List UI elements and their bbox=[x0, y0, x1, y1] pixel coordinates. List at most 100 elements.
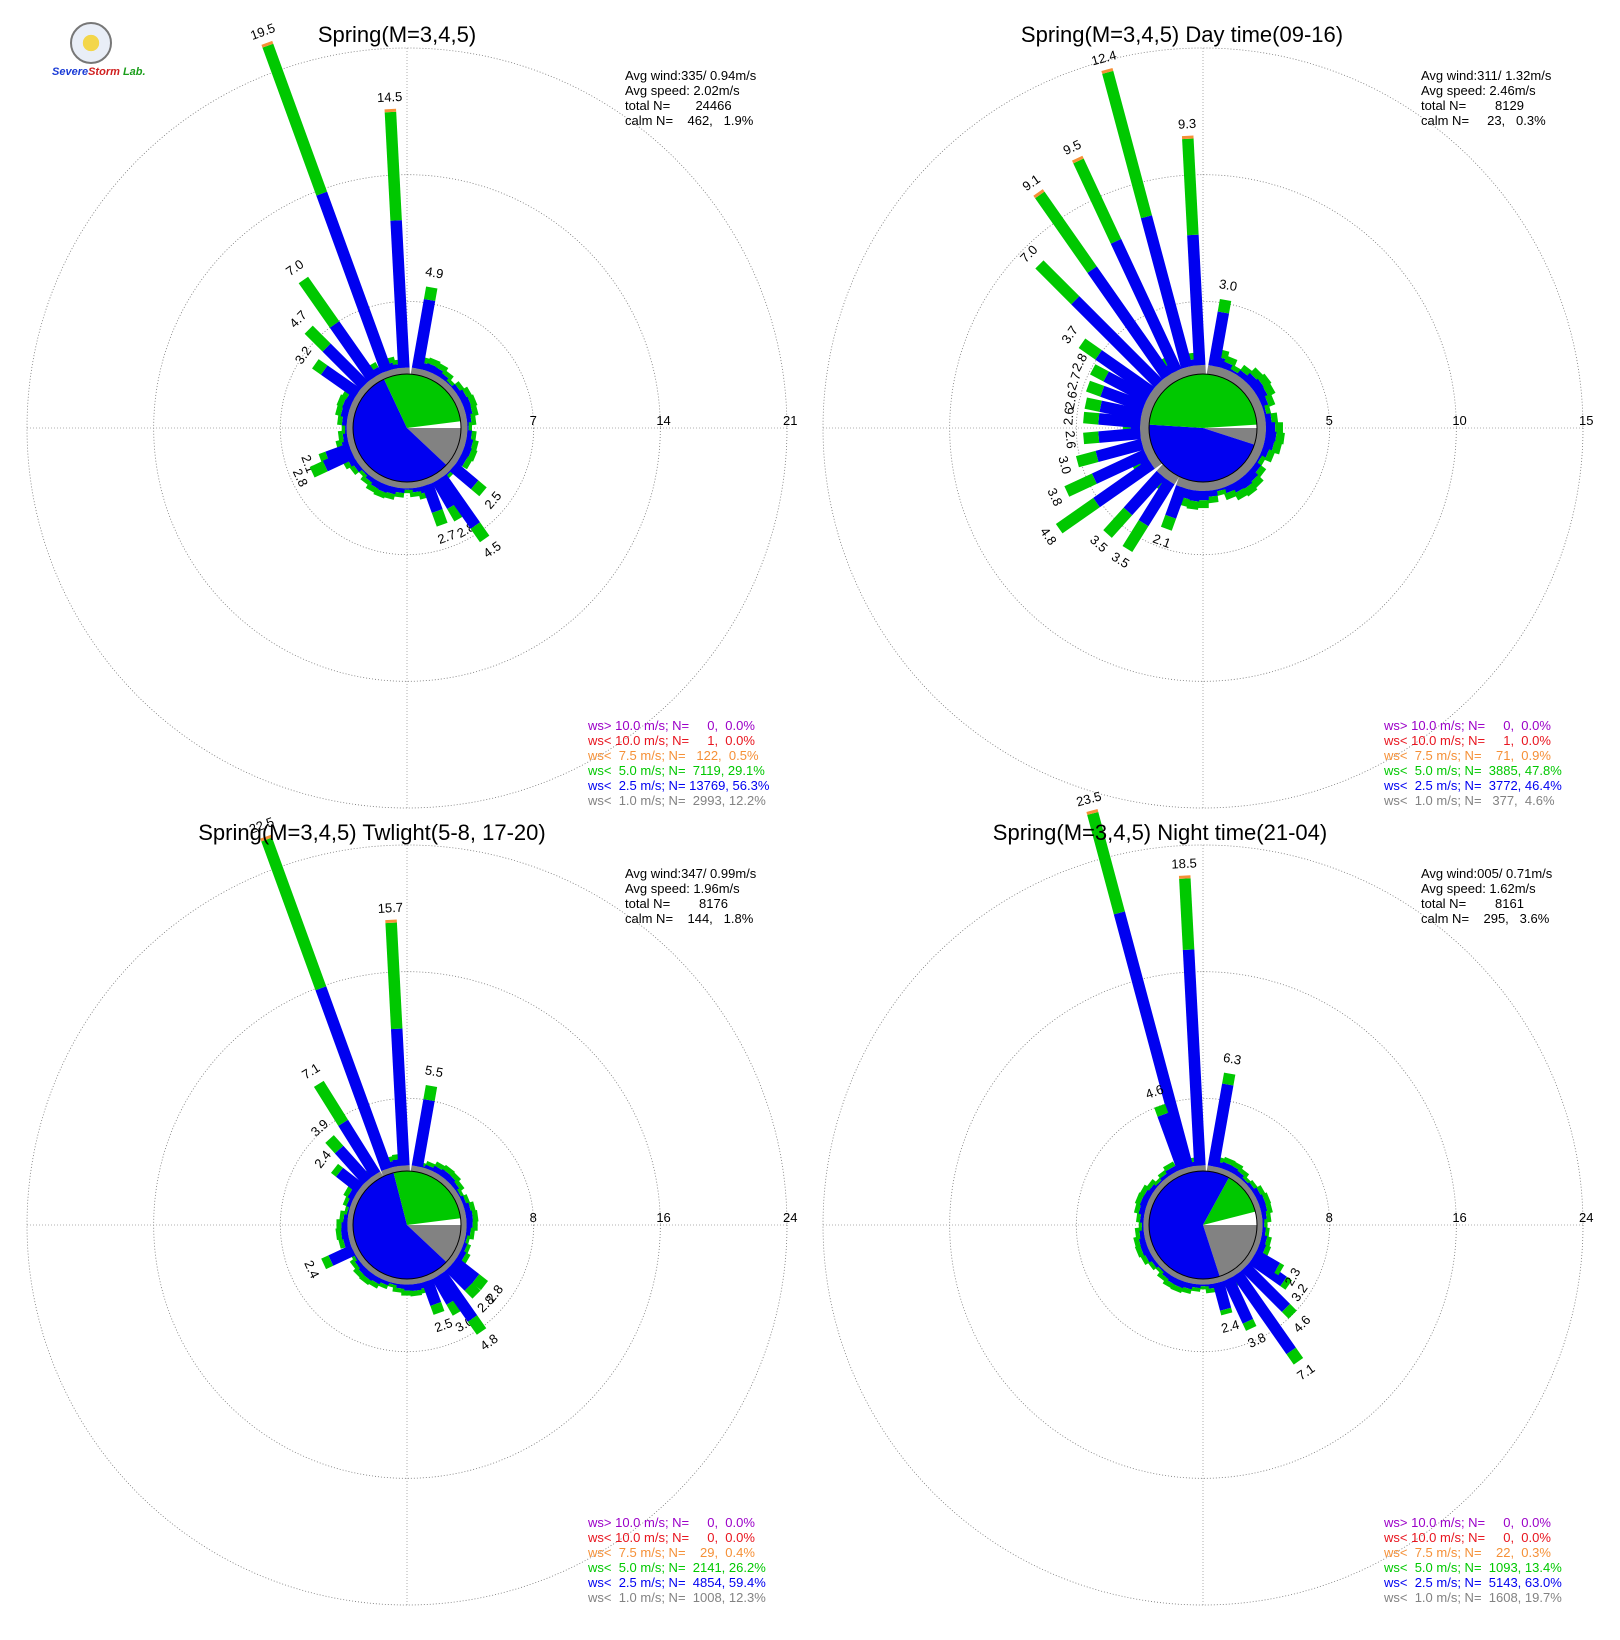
bar-green-segment bbox=[1240, 364, 1254, 377]
bar-blue-segment bbox=[340, 405, 351, 418]
bar-blue-segment bbox=[356, 1263, 369, 1276]
bar-calm-segment bbox=[1204, 480, 1217, 492]
bar-green-segment bbox=[1064, 473, 1097, 497]
bar-green-segment bbox=[366, 1278, 380, 1289]
bar-blue-segment bbox=[343, 1210, 349, 1223]
bar-blue-segment bbox=[456, 389, 469, 403]
bar-blue-segment bbox=[1087, 266, 1172, 380]
bar-calm-segment bbox=[350, 1242, 361, 1256]
bar-green-segment bbox=[467, 1315, 487, 1335]
bar-calm-segment bbox=[367, 375, 381, 388]
bar-blue-segment bbox=[455, 1189, 463, 1201]
bar-value-label: 3.8 bbox=[1044, 486, 1065, 509]
bar-calm-segment bbox=[1168, 1170, 1181, 1182]
bar-blue-segment bbox=[1243, 468, 1259, 484]
bar-blue-segment bbox=[1172, 1277, 1186, 1289]
bar-value-label: 2.5 bbox=[432, 1315, 454, 1335]
bar-green-segment bbox=[337, 430, 344, 443]
ring-label: 16 bbox=[1452, 1210, 1466, 1225]
bar-calm-segment bbox=[1253, 436, 1266, 450]
bar-orange-segment bbox=[1101, 68, 1114, 74]
bar-blue-segment bbox=[322, 448, 355, 472]
bar-calm-segment bbox=[435, 1174, 448, 1186]
bar-calm-segment bbox=[1162, 1264, 1175, 1276]
bar-blue-segment bbox=[1113, 911, 1194, 1169]
bar-blue-segment bbox=[1264, 430, 1277, 444]
bar-green-segment bbox=[376, 1281, 389, 1290]
bar-calm-segment bbox=[1206, 365, 1220, 376]
bar-green-segment bbox=[425, 1161, 438, 1170]
bar-blue-segment bbox=[351, 460, 363, 473]
bar-blue-segment bbox=[1229, 479, 1245, 494]
bar-calm-segment bbox=[386, 1275, 399, 1285]
chart-title: Spring(M=3,4,5) bbox=[318, 22, 476, 47]
bar-blue-segment bbox=[459, 1195, 468, 1208]
bar-blue-segment bbox=[1255, 1242, 1267, 1256]
bar-green-segment bbox=[441, 369, 454, 381]
bar-calm-segment bbox=[349, 399, 360, 413]
bar-calm-segment bbox=[378, 475, 392, 486]
bar-blue-segment bbox=[316, 191, 392, 374]
bar-value-label: 2.4 bbox=[1219, 1317, 1240, 1336]
legend-entry: ws< 7.5 m/s; N= 71, 0.9% bbox=[1383, 748, 1551, 763]
ring-label: 16 bbox=[656, 1210, 670, 1225]
bar-green-segment bbox=[1254, 465, 1267, 479]
bar-calm-segment bbox=[1231, 467, 1246, 482]
bar-blue-segment bbox=[1236, 369, 1250, 382]
bar-green-segment bbox=[1103, 507, 1133, 538]
bar-blue-segment bbox=[436, 474, 481, 529]
bar-calm-segment bbox=[1220, 1271, 1234, 1282]
bar-calm-segment bbox=[1253, 1233, 1263, 1246]
bar-green-segment bbox=[1230, 364, 1243, 375]
pie-blue-slice bbox=[353, 1172, 447, 1279]
pie-green-slice bbox=[1149, 373, 1257, 428]
bar-green-segment bbox=[418, 356, 432, 365]
bar-blue-segment bbox=[1091, 449, 1149, 484]
bar-value-label: 9.5 bbox=[1061, 137, 1084, 158]
bar-green-segment bbox=[304, 325, 331, 352]
bar-green-segment bbox=[1186, 500, 1200, 510]
bar-green-segment bbox=[409, 491, 422, 498]
bar-blue-segment bbox=[409, 1283, 422, 1292]
bar-blue-segment bbox=[1165, 485, 1187, 519]
bar-green-segment bbox=[435, 362, 449, 373]
bar-green-segment bbox=[382, 491, 396, 500]
ring-label: 21 bbox=[783, 413, 797, 428]
bar-green-segment bbox=[1102, 70, 1152, 219]
bar-calm-segment bbox=[1156, 1259, 1169, 1272]
bar-green-segment bbox=[1133, 1201, 1142, 1214]
bar-calm-segment bbox=[360, 1259, 373, 1272]
bar-calm-segment bbox=[1237, 1178, 1250, 1191]
bar-green-segment bbox=[1205, 1287, 1218, 1294]
bar-blue-segment bbox=[1246, 1182, 1257, 1194]
bar-calm-segment bbox=[410, 367, 424, 376]
bar-calm-segment bbox=[1255, 414, 1267, 427]
bar-green-segment bbox=[471, 480, 487, 497]
pie-calm-slice bbox=[407, 1218, 461, 1225]
bar-blue-segment bbox=[1143, 1249, 1155, 1263]
bar-calm-segment bbox=[1162, 1174, 1175, 1186]
bar-calm-segment bbox=[381, 1167, 394, 1177]
bar-blue-segment bbox=[1140, 215, 1193, 369]
bar-value-label: 14.5 bbox=[377, 89, 403, 105]
bar-calm-segment bbox=[1250, 443, 1264, 458]
bar-green-segment bbox=[392, 491, 405, 498]
bar-blue-segment bbox=[1262, 438, 1275, 453]
ring bbox=[1075, 1097, 1331, 1353]
bar-blue-segment bbox=[338, 1119, 381, 1178]
bar-blue-segment bbox=[362, 1268, 376, 1282]
bar-calm-segment bbox=[1144, 393, 1159, 408]
bar-blue-segment bbox=[1095, 438, 1144, 462]
bar-value-label: 4.9 bbox=[424, 264, 444, 282]
bar-calm-segment bbox=[1182, 1275, 1195, 1285]
bar-blue-segment bbox=[1187, 489, 1201, 502]
bar-blue-segment bbox=[456, 453, 468, 467]
pie-grey-slice bbox=[407, 428, 462, 465]
bar-blue-segment bbox=[411, 298, 436, 370]
bar-blue-segment bbox=[1254, 386, 1269, 402]
ring bbox=[279, 300, 535, 556]
bar-blue-segment bbox=[445, 1263, 473, 1291]
bar-blue-segment bbox=[1159, 1268, 1172, 1280]
bar-blue-segment bbox=[1222, 1276, 1254, 1324]
bar-calm-segment bbox=[393, 1277, 406, 1285]
